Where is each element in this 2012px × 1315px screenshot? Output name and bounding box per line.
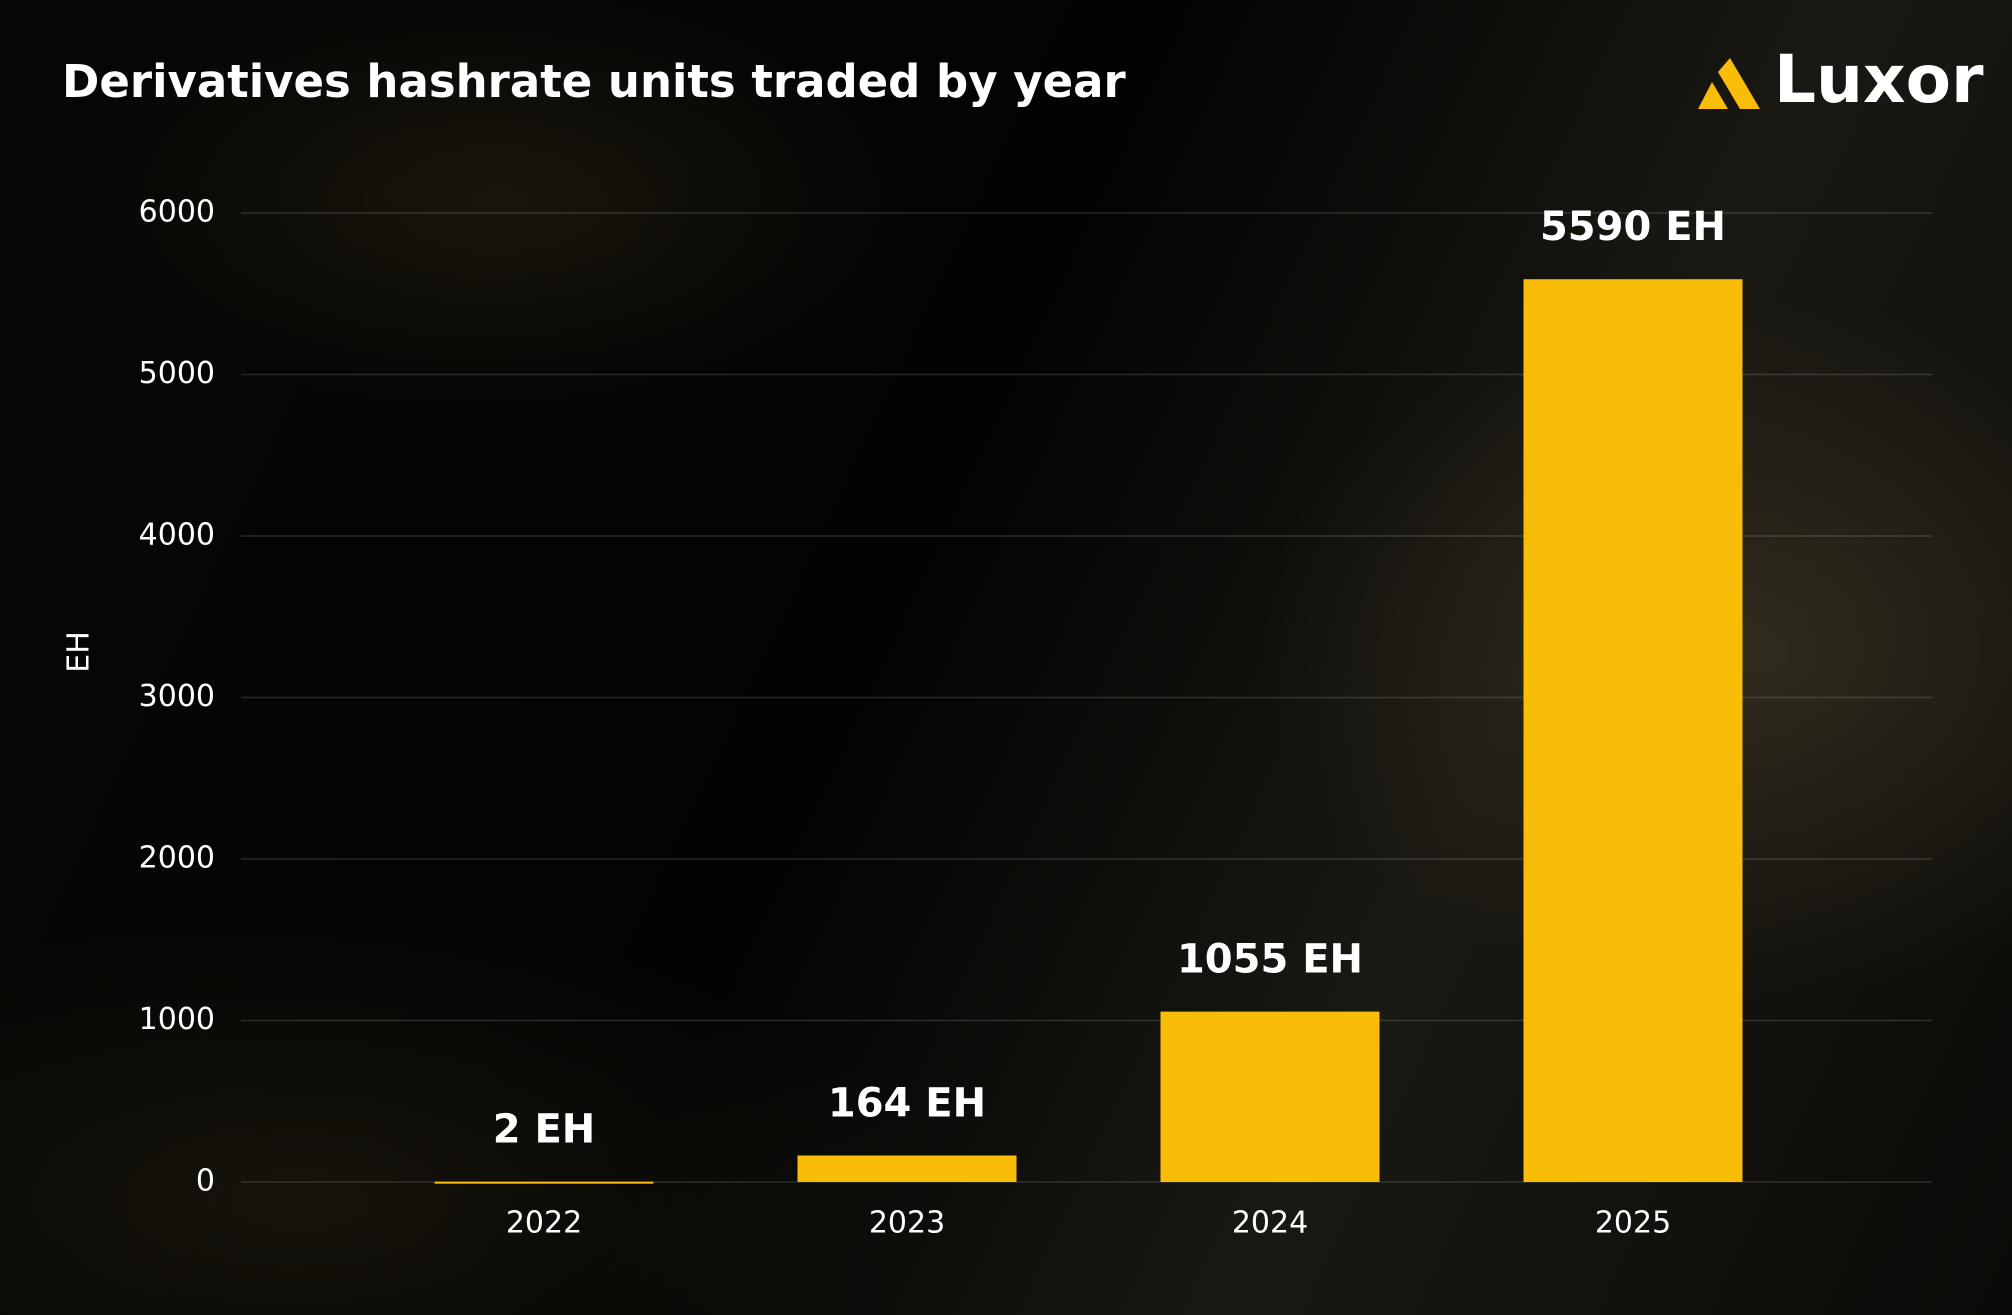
value-label: 5590 EH — [1540, 204, 1726, 250]
chart-title: Derivatives hashrate units traded by yea… — [62, 55, 1126, 108]
x-tick-label: 2022 — [506, 1206, 582, 1241]
bar — [434, 1181, 654, 1184]
bar — [797, 1155, 1017, 1182]
y-tick-label: 6000 — [139, 195, 215, 230]
y-tick-label: 1000 — [139, 1002, 215, 1037]
logo: Luxor — [1698, 41, 1984, 118]
y-axis-label: EH — [62, 631, 97, 673]
x-tick-label: 2023 — [869, 1206, 945, 1241]
x-tick-label: 2024 — [1232, 1206, 1308, 1241]
bar — [1523, 279, 1743, 1183]
y-tick-label: 4000 — [139, 518, 215, 553]
y-tick-label: 3000 — [139, 679, 215, 714]
value-label: 1055 EH — [1177, 937, 1363, 983]
value-label: 164 EH — [828, 1081, 986, 1127]
logo-icon — [1718, 58, 1760, 109]
value-label: 2 EH — [493, 1107, 596, 1153]
y-tick-label: 0 — [196, 1164, 215, 1199]
x-tick-label: 2025 — [1595, 1206, 1671, 1241]
logo-icon — [1698, 82, 1728, 109]
y-tick-label: 5000 — [139, 356, 215, 391]
bar — [1160, 1011, 1380, 1182]
y-tick-label: 2000 — [139, 841, 215, 876]
logo-text: Luxor — [1774, 41, 1984, 118]
